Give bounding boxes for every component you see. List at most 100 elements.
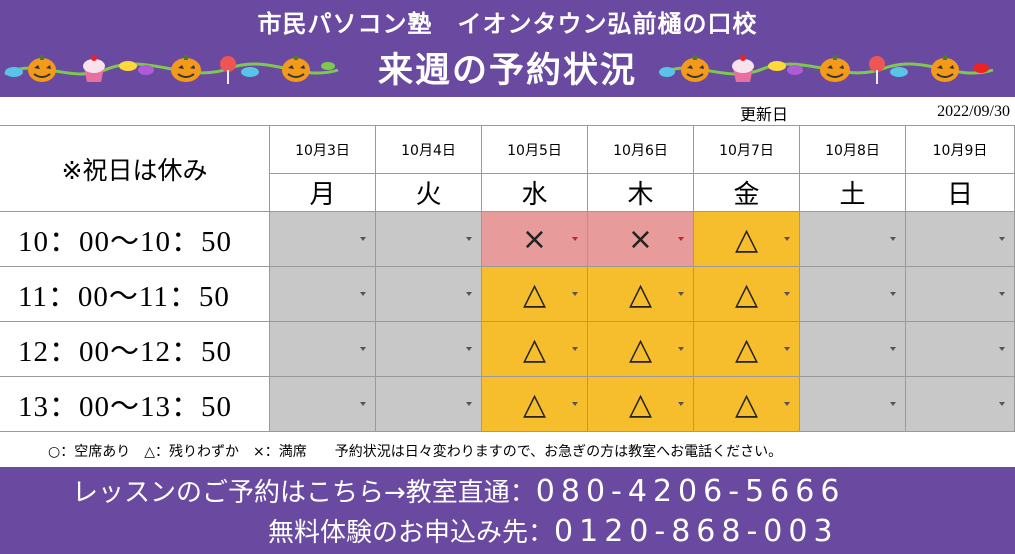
dropdown-caret-icon[interactable] (999, 402, 1005, 406)
weekday-header: 金 (694, 174, 800, 212)
status-dropdown[interactable]: △ (588, 267, 694, 322)
status-dropdown[interactable] (800, 322, 906, 377)
candy-icon (119, 61, 154, 75)
dropdown-caret-icon[interactable] (890, 292, 896, 296)
pumpkin-icon (282, 55, 310, 82)
status-dropdown[interactable]: △ (694, 212, 800, 267)
dropdown-caret-icon[interactable] (784, 347, 790, 351)
status-dropdown[interactable]: △ (482, 322, 588, 377)
lesson-phone[interactable]: 080-4206-5666 (535, 474, 846, 509)
status-dropdown[interactable] (376, 322, 482, 377)
status-dropdown[interactable] (800, 377, 906, 432)
dropdown-caret-icon[interactable] (999, 347, 1005, 351)
weekday-header: 木 (588, 174, 694, 212)
status-value: △ (734, 276, 759, 312)
status-dropdown[interactable] (906, 322, 1015, 377)
lollipop-icon (869, 56, 908, 84)
status-dropdown[interactable] (270, 377, 376, 432)
status-dropdown[interactable] (270, 212, 376, 267)
dropdown-caret-icon[interactable] (784, 237, 790, 241)
table-top-border (0, 125, 1015, 126)
dropdown-caret-icon[interactable] (784, 402, 790, 406)
dropdown-caret-icon[interactable] (360, 402, 366, 406)
dropdown-caret-icon[interactable] (572, 292, 578, 296)
status-dropdown[interactable]: △ (588, 377, 694, 432)
weekday-header: 月 (270, 174, 376, 212)
status-value: △ (628, 331, 653, 367)
dropdown-caret-icon[interactable] (360, 292, 366, 296)
cupcake-icon (732, 55, 754, 82)
status-dropdown[interactable] (376, 212, 482, 267)
candy-icon (973, 63, 989, 73)
dropdown-caret-icon[interactable] (678, 402, 684, 406)
date-header: 10月6日 (588, 126, 694, 174)
candy-icon (321, 62, 335, 70)
status-dropdown[interactable] (906, 267, 1015, 322)
holiday-note: ※祝日は休み (0, 126, 270, 212)
status-dropdown[interactable]: △ (694, 322, 800, 377)
legend-note: ○：空席あり △：残りわずか ×：満席 予約状況は日々変わりますので、お急ぎの方… (48, 444, 783, 460)
status-value: × (627, 221, 654, 257)
status-dropdown[interactable]: △ (588, 322, 694, 377)
dropdown-caret-icon[interactable] (678, 237, 684, 241)
lesson-label: レッスンのご予約はこちら→教室直通： (72, 478, 536, 508)
status-dropdown[interactable]: △ (694, 377, 800, 432)
dropdown-caret-icon[interactable] (466, 347, 472, 351)
lesson-contact: レッスンのご予約はこちら→教室直通：080-4206-5666 (72, 472, 845, 509)
lollipop-icon (220, 56, 259, 84)
halloween-garland-left (4, 55, 339, 84)
status-dropdown[interactable] (800, 267, 906, 322)
pumpkin-icon (931, 55, 959, 82)
dropdown-caret-icon[interactable] (678, 292, 684, 296)
status-dropdown[interactable] (270, 322, 376, 377)
dropdown-caret-icon[interactable] (999, 292, 1005, 296)
dropdown-caret-icon[interactable] (890, 347, 896, 351)
status-value: △ (734, 221, 759, 257)
dropdown-caret-icon[interactable] (572, 347, 578, 351)
status-dropdown[interactable] (800, 212, 906, 267)
pumpkin-icon (171, 55, 201, 82)
time-slot-label: 10：00〜10：50 (0, 212, 270, 267)
status-dropdown[interactable]: △ (482, 377, 588, 432)
status-dropdown[interactable] (376, 377, 482, 432)
pumpkin-icon (681, 55, 709, 82)
status-value: × (521, 221, 548, 257)
status-dropdown[interactable]: △ (694, 267, 800, 322)
header-banner: 市民パソコン塾 イオンタウン弘前樋の口校 来週の予約状況 (0, 0, 1015, 97)
status-dropdown[interactable] (270, 267, 376, 322)
dropdown-caret-icon[interactable] (572, 402, 578, 406)
status-dropdown[interactable]: × (588, 212, 694, 267)
weekday-header: 火 (376, 174, 482, 212)
dropdown-caret-icon[interactable] (360, 237, 366, 241)
dropdown-caret-icon[interactable] (678, 347, 684, 351)
date-header: 10月7日 (694, 126, 800, 174)
time-slot-label: 11：00〜11：50 (0, 267, 270, 322)
dropdown-caret-icon[interactable] (466, 402, 472, 406)
updated-date: 2022/09/30 (937, 103, 1010, 120)
status-value: △ (628, 386, 653, 422)
dropdown-caret-icon[interactable] (360, 347, 366, 351)
dropdown-caret-icon[interactable] (999, 237, 1005, 241)
trial-phone[interactable]: 0120-868-003 (554, 514, 839, 549)
pumpkin-icon (28, 55, 56, 82)
status-dropdown[interactable] (906, 212, 1015, 267)
weekday-header: 土 (800, 174, 906, 212)
dropdown-caret-icon[interactable] (572, 237, 578, 241)
footer-banner: レッスンのご予約はこちら→教室直通：080-4206-5666 無料体験のお申込… (0, 467, 1015, 554)
status-value: △ (734, 331, 759, 367)
weekday-header: 日 (906, 174, 1015, 212)
status-dropdown[interactable]: △ (482, 267, 588, 322)
status-dropdown[interactable]: × (482, 212, 588, 267)
time-slot-label: 13：00〜13：50 (0, 377, 270, 432)
dropdown-caret-icon[interactable] (784, 292, 790, 296)
dropdown-caret-icon[interactable] (890, 237, 896, 241)
dropdown-caret-icon[interactable] (466, 237, 472, 241)
candy-icon (659, 67, 675, 77)
time-slot-label: 12：00〜12：50 (0, 322, 270, 377)
dropdown-caret-icon[interactable] (890, 402, 896, 406)
status-dropdown[interactable] (376, 267, 482, 322)
dropdown-caret-icon[interactable] (466, 292, 472, 296)
status-dropdown[interactable] (906, 377, 1015, 432)
page-title: 来週の予約状況 (377, 51, 637, 91)
